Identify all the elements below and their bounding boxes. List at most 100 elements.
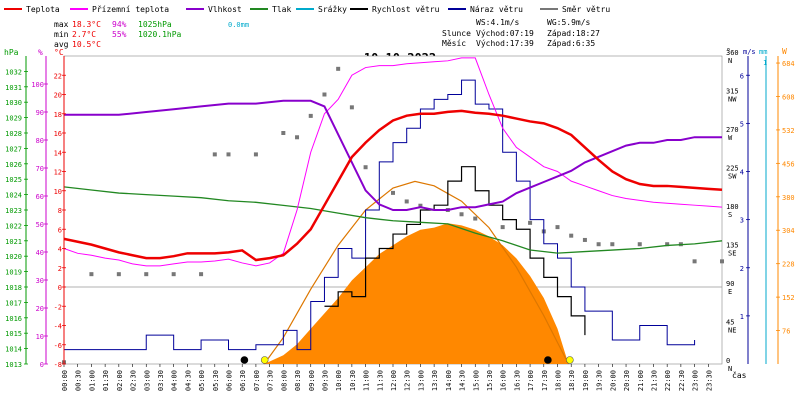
legend-label: Náraz větru: [470, 5, 523, 14]
stat-avg-temp: 10.5°C: [72, 40, 101, 49]
wind-direction-point: [637, 242, 642, 247]
wind-tick-label: 3: [740, 217, 744, 225]
pressure-tick-label: 1028: [5, 130, 22, 138]
legend-label: Rychlost větru: [372, 5, 440, 14]
wind-direction-point: [144, 272, 149, 277]
stat-max-press: 1025hPa: [138, 20, 172, 29]
x-tick-label: 06:00: [226, 370, 234, 391]
wind-tick-label: 4: [740, 169, 744, 177]
wind-direction-point: [582, 237, 587, 242]
stat-wind-gust: WG:5.9m/s: [547, 18, 591, 27]
temperature-tick-label: 6: [58, 226, 62, 234]
direction-compass-label: E: [728, 288, 732, 296]
x-tick-label: 15:30: [486, 370, 494, 391]
x-tick-label: 17:30: [541, 370, 549, 391]
pressure-tick-label: 1019: [5, 269, 22, 277]
x-tick-label: 02:00: [116, 370, 124, 391]
solar-tick-label: 228: [782, 261, 795, 269]
solar-tick-label: 684: [782, 60, 795, 68]
pressure-unit: hPa: [4, 48, 19, 57]
stat-wind-speed: WS:4.1m/s: [476, 18, 520, 27]
temperature-tick-label: -8: [54, 361, 62, 369]
solar-tick-label: 456: [782, 160, 795, 168]
wind-direction-point: [665, 242, 670, 247]
wind-speed-line: [324, 166, 586, 336]
x-tick-label: 12:00: [390, 370, 398, 391]
x-tick-label: 03:00: [143, 370, 151, 391]
temperature-tick-label: 16: [54, 130, 62, 138]
humidity-tick-label: 10: [36, 333, 44, 341]
x-tick-label: 22:30: [678, 370, 686, 391]
stat-sun-label: Slunce: [442, 29, 471, 38]
direction-compass-label: SE: [728, 250, 736, 258]
wind-direction-point: [171, 272, 176, 277]
stat-sunset: Západ:18:27: [547, 29, 600, 38]
direction-compass-label: S: [728, 211, 732, 219]
direction-tick-label: 360: [726, 49, 739, 57]
temperature-line: [63, 109, 723, 262]
wind-direction-point: [596, 242, 601, 247]
solar-radiation-area: [264, 223, 569, 364]
solar-tick-label: 304: [782, 227, 795, 235]
x-tick-label: 08:30: [294, 370, 302, 391]
solar-tick-label: 380: [782, 194, 795, 202]
temperature-tick-label: 10: [54, 188, 62, 196]
wind-direction-point: [720, 259, 724, 264]
x-tick-label: 20:00: [609, 370, 617, 391]
pressure-tick-label: 1013: [5, 361, 22, 369]
plot-area: [62, 55, 724, 365]
stat-max-rain: 0.0mm: [228, 21, 249, 29]
x-tick-label: 01:30: [102, 370, 110, 391]
x-tick-label: 22:00: [664, 370, 672, 391]
temperature-tick-label: 14: [54, 149, 62, 157]
pressure-tick-label: 1017: [5, 299, 22, 307]
humidity-tick-label: 30: [36, 277, 44, 285]
humidity-tick-label: 20: [36, 305, 44, 313]
x-tick-label: 13:30: [431, 370, 439, 391]
direction-unit: °: [726, 47, 731, 56]
stat-sunrise: Východ:07:19: [476, 29, 534, 38]
x-tick-label: 13:00: [417, 370, 425, 391]
temperature-tick-label: 22: [54, 72, 62, 80]
x-tick-label: 10:00: [335, 370, 343, 391]
x-tick-label: 07:00: [253, 370, 261, 391]
x-tick-label: 16:00: [500, 370, 508, 391]
x-tick-label: 11:00: [363, 370, 371, 391]
x-tick-label: 21:30: [650, 370, 658, 391]
pressure-tick-label: 1029: [5, 115, 22, 123]
ground-temperature-line: [63, 57, 723, 267]
wind-direction-point: [336, 66, 341, 71]
temperature-tick-label: 8: [58, 207, 62, 215]
x-tick-label: 10:30: [349, 370, 357, 391]
humidity-tick-label: 40: [36, 249, 44, 257]
humidity-tick-label: 60: [36, 193, 44, 201]
direction-compass-label: N: [728, 57, 732, 65]
solar-unit: W: [782, 47, 787, 56]
direction-compass-label: W: [728, 134, 733, 142]
direction-tick-label: 315: [726, 88, 739, 96]
legend-label: Teplota: [26, 5, 60, 14]
pressure-tick-label: 1027: [5, 145, 22, 153]
solar-tick-label: 152: [782, 294, 795, 302]
temperature-tick-label: 0: [58, 284, 62, 292]
direction-compass-label: SW: [728, 173, 737, 181]
legend-label: Směr větru: [562, 5, 610, 14]
pressure-tick-label: 1015: [5, 330, 22, 338]
direction-compass-label: NE: [728, 327, 736, 335]
wind-direction-point: [555, 225, 560, 230]
humidity-tick-label: 50: [36, 221, 44, 229]
x-tick-label: 04:00: [171, 370, 179, 391]
x-tick-label: 14:30: [459, 370, 467, 391]
x-tick-label: 15:00: [472, 370, 480, 391]
stat-moonrise: Východ:17:39: [476, 39, 534, 48]
pressure-tick-label: 1025: [5, 176, 22, 184]
wind-direction-point: [322, 92, 327, 97]
pressure-tick-label: 1021: [5, 238, 22, 246]
stat-min-temp: 2.7°C: [72, 30, 96, 39]
direction-compass-label: NW: [728, 96, 737, 104]
temperature-tick-label: 18: [54, 111, 62, 119]
precipitation-tick-label: 1: [763, 59, 767, 67]
wind-direction-point: [418, 203, 423, 208]
pressure-tick-label: 1032: [5, 68, 22, 76]
